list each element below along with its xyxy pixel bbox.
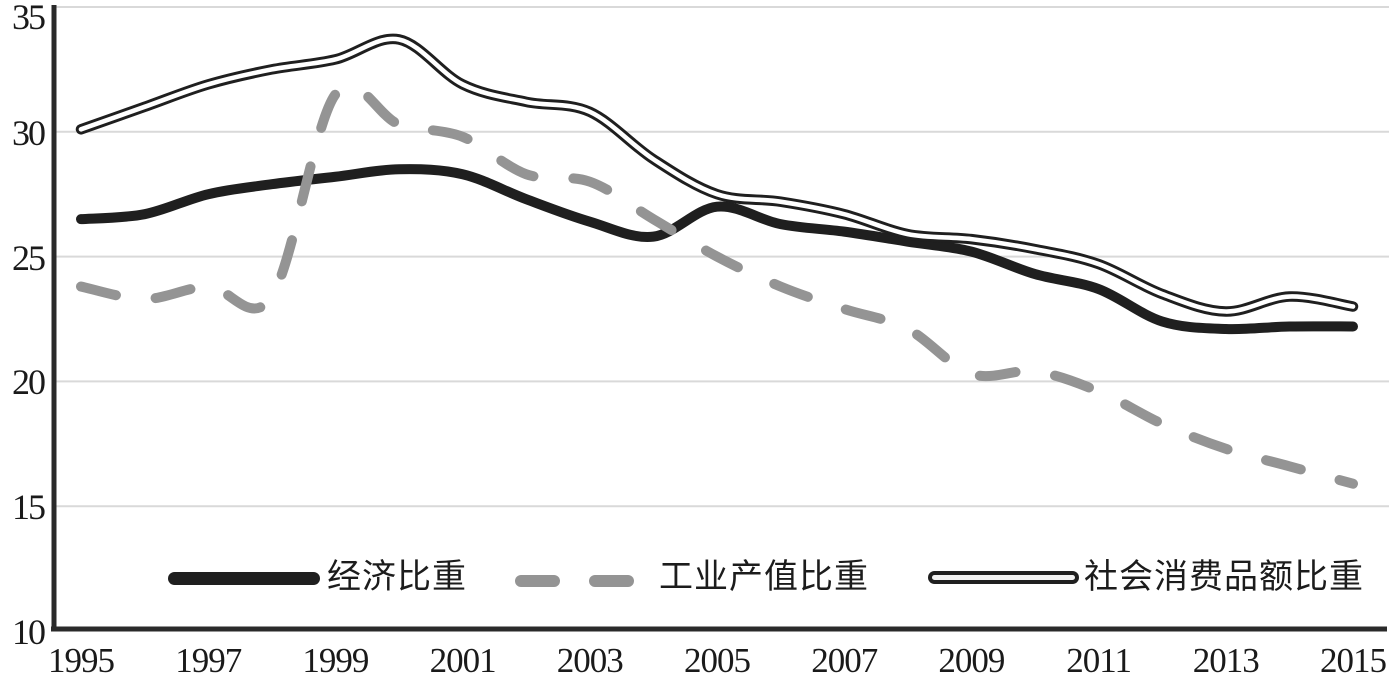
legend-label-economy: 经济比重 [327, 559, 467, 596]
y-tick-label-25: 25 [12, 237, 46, 278]
legend-label-industry: 工业产值比重 [659, 559, 869, 596]
legend-swatch-double-line-core [932, 575, 1075, 580]
x-tick-label-1995: 1995 [48, 641, 115, 680]
series-line-consumer-goods-outer [75, 33, 1359, 317]
x-tick-label-2007: 2007 [811, 641, 878, 680]
legend-swatch-double-line [928, 571, 1079, 584]
x-tick-label-2005: 2005 [684, 641, 751, 680]
y-tick-label-15: 15 [12, 487, 46, 528]
x-tick-label-2013: 2013 [1192, 641, 1260, 680]
y-tick-label-35: 35 [12, 0, 46, 37]
x-tick-label-2009: 2009 [938, 641, 1005, 680]
legend-swatch-solid-line [168, 572, 320, 585]
x-tick-label-1999: 1999 [302, 641, 369, 680]
x-tick-label-2011: 2011 [1066, 641, 1132, 680]
series-line-economy [76, 164, 1358, 335]
x-tick-label-1997: 1997 [175, 641, 242, 680]
x-tick-label-2001: 2001 [429, 641, 497, 680]
x-tick-label-2015: 2015 [1320, 641, 1387, 680]
y-tick-label-10: 10 [12, 612, 46, 652]
legend-label-consumer-goods: 社会消费品额比重 [1084, 559, 1364, 596]
series-line-consumer-goods-core [78, 36, 1356, 314]
legend-swatch-dashed-line [515, 575, 560, 587]
series-line-industry [76, 80, 1358, 489]
x-tick-label-2003: 2003 [556, 641, 624, 680]
y-tick-label-30: 30 [12, 112, 46, 153]
y-tick-label-20: 20 [12, 362, 46, 403]
legend-swatch-dashed-line [589, 575, 634, 587]
